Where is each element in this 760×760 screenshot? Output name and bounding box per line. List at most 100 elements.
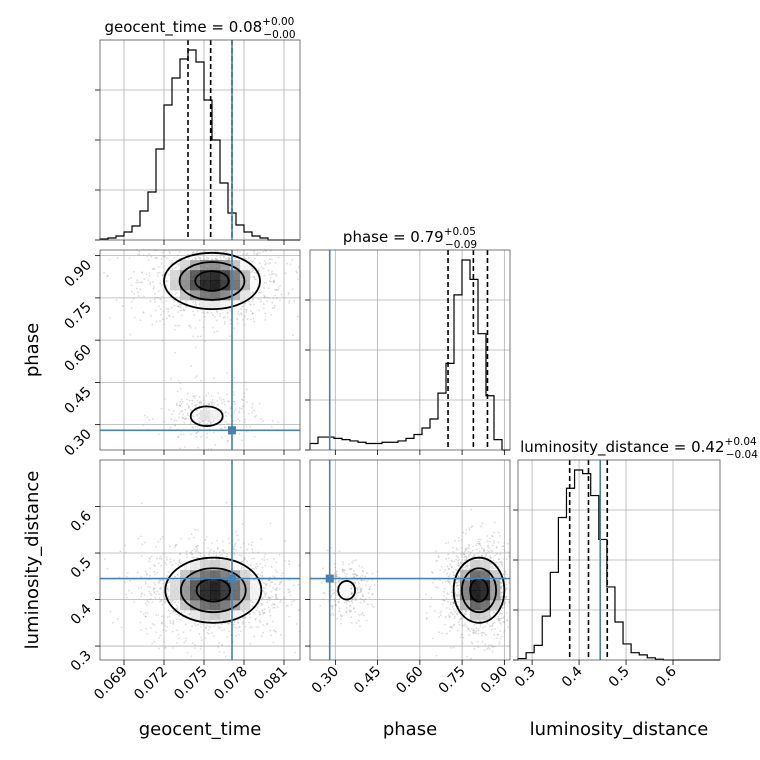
sample-point bbox=[273, 603, 276, 606]
sample-point bbox=[222, 316, 225, 319]
sample-point bbox=[287, 591, 290, 594]
sample-point bbox=[175, 562, 177, 565]
sample-point bbox=[168, 581, 171, 584]
density-bin bbox=[180, 590, 191, 601]
sample-point bbox=[153, 623, 156, 626]
x-tick-label: 0.45 bbox=[351, 664, 384, 697]
sample-point bbox=[483, 632, 486, 635]
sample-point bbox=[294, 651, 296, 654]
sample-point bbox=[446, 592, 449, 595]
sample-point bbox=[126, 575, 128, 578]
sample-point bbox=[276, 571, 278, 573]
sample-point bbox=[213, 550, 216, 553]
sample-point bbox=[144, 615, 147, 618]
sample-point bbox=[352, 607, 355, 610]
density-bin bbox=[480, 590, 491, 601]
sample-point bbox=[463, 553, 466, 556]
sample-point bbox=[180, 303, 183, 306]
sample-point bbox=[368, 587, 371, 590]
sample-point bbox=[222, 256, 225, 259]
sample-point bbox=[368, 588, 371, 591]
sample-point bbox=[177, 379, 180, 382]
density-panel-geocent_time-phase bbox=[99, 249, 301, 451]
sample-point bbox=[332, 614, 335, 616]
sample-point bbox=[146, 612, 149, 614]
sample-point bbox=[196, 547, 198, 550]
sample-point bbox=[184, 418, 187, 420]
sample-point bbox=[495, 546, 498, 549]
sample-point bbox=[217, 625, 219, 628]
sample-point bbox=[208, 553, 211, 556]
sample-point bbox=[225, 411, 227, 413]
sample-point bbox=[188, 537, 191, 540]
sample-point bbox=[473, 553, 476, 556]
title-main: geocent_time = 0.08 bbox=[104, 18, 262, 37]
sample-point bbox=[339, 614, 342, 616]
sample-point bbox=[479, 544, 482, 547]
sample-point bbox=[496, 633, 499, 636]
sample-point bbox=[251, 267, 254, 270]
sample-point bbox=[236, 318, 239, 321]
sample-point bbox=[226, 316, 229, 319]
sample-point bbox=[273, 279, 276, 282]
density-bin bbox=[170, 590, 181, 601]
sample-point bbox=[132, 297, 135, 300]
sample-point bbox=[162, 579, 164, 582]
sample-point bbox=[270, 634, 272, 637]
sample-point bbox=[178, 637, 180, 640]
sample-point bbox=[167, 585, 169, 588]
sample-point bbox=[106, 567, 109, 570]
sample-point bbox=[194, 302, 197, 305]
sample-point bbox=[155, 257, 158, 259]
sample-point bbox=[177, 435, 180, 438]
sample-point bbox=[278, 553, 281, 556]
sample-point bbox=[505, 573, 507, 576]
sample-point bbox=[431, 571, 434, 574]
sample-point bbox=[338, 598, 341, 601]
sample-point bbox=[491, 535, 494, 537]
sample-point bbox=[338, 610, 341, 613]
sample-point bbox=[336, 617, 338, 620]
sample-point bbox=[477, 633, 480, 635]
sample-point bbox=[274, 588, 276, 591]
sample-point bbox=[252, 260, 255, 263]
sample-point bbox=[356, 594, 358, 597]
sample-point bbox=[276, 598, 278, 601]
sample-point bbox=[198, 299, 200, 302]
sample-point bbox=[140, 586, 143, 589]
density-bin bbox=[220, 290, 231, 301]
sample-point bbox=[365, 572, 368, 575]
density-bin bbox=[230, 280, 241, 291]
y-tick-label: 0.45 bbox=[61, 384, 94, 417]
sample-point bbox=[491, 565, 494, 568]
sample-point bbox=[189, 409, 192, 411]
density-bin bbox=[190, 600, 201, 611]
sample-point bbox=[170, 601, 172, 604]
sample-point bbox=[160, 298, 163, 301]
sample-point bbox=[140, 610, 142, 613]
sample-point bbox=[350, 592, 353, 595]
density-bin bbox=[180, 260, 191, 271]
sample-point bbox=[353, 572, 356, 575]
sample-point bbox=[475, 544, 478, 547]
sample-point bbox=[457, 611, 459, 614]
sample-point bbox=[187, 406, 190, 408]
sample-point bbox=[235, 408, 237, 411]
sample-point bbox=[345, 610, 348, 613]
sample-point bbox=[503, 548, 505, 551]
sample-point bbox=[210, 394, 213, 397]
density-bin bbox=[200, 410, 211, 421]
sample-point bbox=[182, 631, 185, 634]
sample-point bbox=[154, 573, 157, 576]
sample-point bbox=[179, 382, 182, 384]
sample-point bbox=[353, 573, 355, 576]
sample-point bbox=[186, 403, 189, 405]
sample-point bbox=[160, 599, 163, 602]
sample-point bbox=[269, 522, 272, 525]
sample-point bbox=[109, 610, 112, 613]
sample-point bbox=[265, 583, 268, 586]
sample-point bbox=[452, 602, 455, 604]
sample-point bbox=[445, 573, 448, 575]
sample-point bbox=[212, 635, 215, 637]
sample-point bbox=[146, 604, 148, 607]
